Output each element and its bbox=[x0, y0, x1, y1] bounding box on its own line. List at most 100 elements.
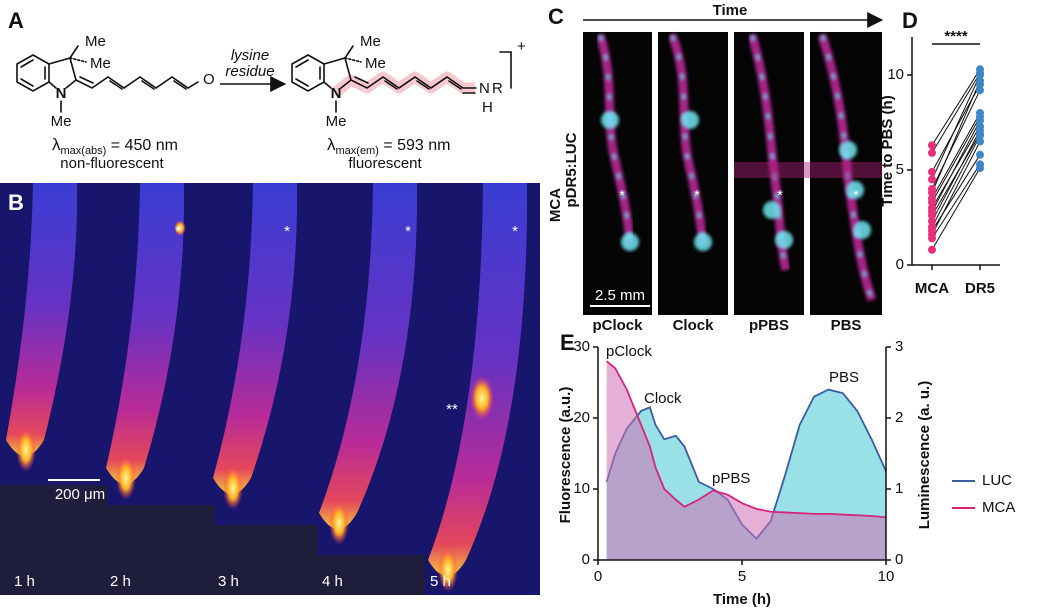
line bbox=[606, 360, 887, 519]
marker: * bbox=[853, 187, 859, 204]
annotation: pClock bbox=[606, 343, 652, 360]
atom-label: N bbox=[56, 85, 67, 102]
bond bbox=[79, 76, 94, 84]
cyan-blob bbox=[775, 231, 793, 249]
panel-caption: pClock bbox=[592, 317, 643, 334]
pair-line bbox=[931, 167, 981, 251]
axis-label: Time bbox=[713, 2, 748, 19]
dot bbox=[928, 198, 936, 207]
bond bbox=[20, 59, 34, 68]
bond bbox=[323, 81, 332, 89]
annotation: Clock bbox=[644, 390, 682, 407]
cyan-blob bbox=[846, 181, 864, 199]
dot bbox=[976, 76, 984, 85]
time-label: 4 h bbox=[322, 573, 343, 590]
bond bbox=[109, 80, 123, 90]
atom-label: O bbox=[203, 71, 215, 88]
panel-label: D bbox=[902, 8, 918, 33]
state: fluorescent bbox=[348, 155, 422, 172]
hotspot bbox=[174, 220, 186, 236]
area bbox=[606, 361, 886, 560]
lambda-symbol: λ bbox=[52, 135, 61, 154]
panel-label: A bbox=[8, 8, 24, 33]
bond bbox=[20, 78, 34, 87]
pair-line bbox=[931, 74, 981, 180]
x-tick-label: 10 bbox=[878, 568, 895, 585]
dot bbox=[976, 126, 984, 135]
root bbox=[817, 33, 877, 302]
x-tick-label: DR5 bbox=[965, 280, 995, 297]
lambda: λmax(abs) = 450 nm bbox=[52, 135, 178, 156]
panel-caption: PBS bbox=[831, 317, 862, 334]
y-tick-label: 10 bbox=[573, 480, 590, 497]
atom-label: N bbox=[331, 85, 342, 102]
dot bbox=[928, 141, 936, 150]
bracket bbox=[499, 51, 512, 89]
y-tick-label: 0 bbox=[896, 256, 904, 273]
atom-label: Me bbox=[365, 55, 386, 72]
root-signal bbox=[750, 34, 788, 271]
hotspot bbox=[470, 376, 494, 420]
bond bbox=[344, 57, 362, 63]
chain bbox=[75, 76, 199, 89]
marker: * bbox=[405, 223, 411, 240]
dot bbox=[928, 245, 936, 254]
y2-tick-label: 2 bbox=[895, 409, 903, 426]
image-panel bbox=[734, 32, 804, 315]
dot bbox=[976, 86, 984, 95]
marker: * bbox=[777, 187, 783, 204]
bond bbox=[384, 80, 398, 90]
molecule-left: Me Me N Me O λmax(abs) = 450 nm non-fluo… bbox=[16, 33, 215, 172]
hotspot bbox=[16, 428, 36, 472]
artifact-band bbox=[734, 162, 882, 178]
pair-line bbox=[931, 69, 981, 146]
atom-label: H bbox=[482, 99, 493, 116]
atom-label: Me bbox=[85, 33, 106, 50]
pair-line bbox=[931, 116, 981, 203]
cyan-blob bbox=[681, 111, 699, 129]
bond bbox=[344, 45, 354, 59]
dot bbox=[928, 234, 936, 243]
cyan-blob bbox=[839, 141, 857, 159]
lambda-sub: max(em) bbox=[336, 145, 379, 157]
annotation: pPBS bbox=[712, 470, 750, 487]
y2-tick-label: 0 bbox=[895, 551, 903, 568]
lambda: λmax(em) = 593 nm bbox=[327, 135, 451, 156]
x-tick-label: 0 bbox=[594, 568, 602, 585]
panel-label: C bbox=[548, 4, 564, 29]
atom-label: Me bbox=[90, 55, 111, 72]
y2-tick-label: 1 bbox=[895, 480, 903, 497]
bond bbox=[69, 57, 87, 63]
bond bbox=[173, 80, 187, 90]
cyan-blob bbox=[601, 111, 619, 129]
lambda-sub: max(abs) bbox=[61, 145, 107, 157]
cyan-blob bbox=[621, 233, 639, 251]
panel-label: B bbox=[8, 190, 24, 215]
panel-a: A Me Me N Me O λmax(abs) = 450 nm non-fl… bbox=[8, 8, 526, 172]
pair-line bbox=[931, 89, 981, 190]
chain bbox=[350, 76, 477, 89]
marker: * bbox=[284, 223, 290, 240]
y-tick-label: 5 bbox=[896, 161, 904, 178]
atom-label: Me bbox=[51, 113, 72, 130]
bond bbox=[354, 76, 369, 84]
state: non-fluorescent bbox=[60, 155, 164, 172]
stain-label: pDR5:LUC bbox=[563, 132, 580, 207]
panel-caption: pPBS bbox=[749, 317, 789, 334]
root-signal bbox=[598, 34, 632, 246]
bond bbox=[416, 80, 430, 90]
bond bbox=[295, 78, 309, 87]
dot bbox=[928, 175, 936, 184]
atom-label: Me bbox=[326, 113, 347, 130]
y-axis-title: Fluorescence (a.u.) bbox=[557, 387, 574, 524]
pair-line bbox=[931, 80, 981, 193]
time-label: 2 h bbox=[110, 573, 131, 590]
cyan-blob bbox=[694, 233, 712, 251]
root bbox=[6, 183, 78, 456]
y-axis-title: Time to PBS (h) bbox=[879, 95, 896, 206]
dot bbox=[976, 150, 984, 159]
pair-line bbox=[931, 129, 981, 222]
y-tick-label: 0 bbox=[582, 551, 590, 568]
dot bbox=[976, 116, 984, 125]
